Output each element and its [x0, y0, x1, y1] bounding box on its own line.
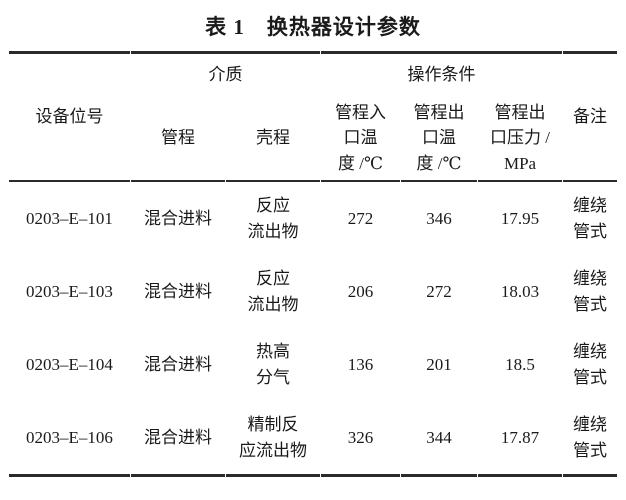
cell-outlet-pressure: 18.03 — [500, 281, 540, 301]
cell-inlet-temperature: 136 — [347, 354, 374, 374]
cell-equipment-tag: 0203–E–104 — [26, 354, 113, 374]
cell-outlet-pressure: 18.5 — [505, 354, 535, 374]
cell-remark: 缠绕 管式 — [573, 269, 608, 314]
cell-outlet-temperature: 201 — [426, 354, 452, 374]
col-header-inlet-temperature: 管程入 口温 度 /℃ — [321, 96, 400, 182]
col-header-remarks: 备注 — [563, 51, 618, 182]
table-row-e106: 0203–E–106 混合进料 精制反 应流出物 326 344 17.87 缠… — [9, 401, 618, 477]
header-sub-row: 管程 壳程 管程入 口温 度 /℃ 管程出 口温 度 /℃ 管程出 口压力 / … — [9, 96, 617, 182]
cell-shell-medium: 反应 流出物 — [247, 196, 299, 241]
table-caption: 表 1 换热器设计参数 — [205, 15, 421, 39]
heat-exchanger-design-parameters-table: 设备位号 介质 操作条件 备注 管程 壳程 管程入 口温 度 /℃ 管程出 口温… — [8, 51, 618, 477]
cell-outlet-pressure: 17.87 — [478, 401, 563, 477]
cell-inlet-temperature: 206 — [347, 281, 374, 301]
cell-tube-medium: 混合进料 — [144, 354, 212, 374]
col-group-operating-conditions: 操作条件 — [321, 51, 563, 96]
cell-shell-medium: 精制反 应流出物 — [226, 401, 320, 477]
col-header-equipment-tag: 设备位号 — [9, 51, 130, 182]
cell-remark: 缠绕 管式 — [563, 401, 618, 477]
cell-outlet-pressure: 17.95 — [500, 208, 540, 228]
col-header-outlet-pressure: 管程出 口压力 / MPa — [478, 96, 563, 182]
cell-inlet-temperature: 326 — [321, 401, 400, 477]
cell-shell-medium: 热高 分气 — [256, 342, 290, 387]
cell-outlet-temperature: 346 — [426, 208, 452, 228]
cell-equipment-tag: 0203–E–103 — [26, 281, 113, 301]
col-group-medium: 介质 — [131, 51, 320, 96]
table-row-e104: 0203–E–104 混合进料 热高 分气 136 201 18.5 缠绕 管式 — [9, 328, 617, 401]
cell-equipment-tag: 0203–E–106 — [9, 401, 130, 477]
col-header-outlet-temperature: 管程出 口温 度 /℃ — [401, 96, 477, 182]
cell-tube-medium: 混合进料 — [144, 208, 212, 228]
cell-outlet-temperature: 272 — [426, 281, 452, 301]
col-header-tube-side: 管程 — [131, 96, 225, 182]
cell-inlet-temperature: 272 — [347, 208, 374, 228]
cell-remark: 缠绕 管式 — [573, 342, 608, 387]
cell-outlet-temperature: 344 — [401, 401, 477, 477]
cell-tube-medium: 混合进料 — [131, 401, 225, 477]
table-row-e103: 0203–E–103 混合进料 反应 流出物 206 272 18.03 缠绕 … — [9, 255, 617, 328]
header-group-row: 设备位号 介质 操作条件 备注 — [9, 51, 618, 182]
cell-shell-medium: 反应 流出物 — [247, 269, 299, 314]
col-header-shell-side: 壳程 — [226, 96, 320, 182]
table-row-e101: 0203–E–101 混合进料 反应 流出物 272 346 17.95 缠绕 … — [9, 182, 617, 255]
cell-tube-medium: 混合进料 — [144, 281, 212, 301]
cell-equipment-tag: 0203–E–101 — [26, 208, 113, 228]
cell-remark: 缠绕 管式 — [573, 196, 608, 241]
